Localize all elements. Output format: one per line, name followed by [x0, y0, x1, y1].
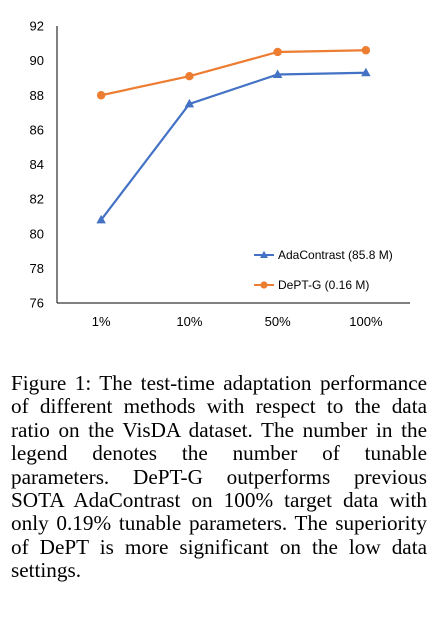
y-tick-label: 90 — [30, 53, 44, 68]
y-tick-label: 88 — [30, 88, 44, 103]
y-tick-label: 86 — [30, 122, 44, 137]
legend-marker — [260, 281, 268, 289]
y-tick-label: 82 — [30, 192, 44, 207]
y-tick-label: 80 — [30, 226, 44, 241]
data-point — [361, 46, 371, 55]
figure-caption: Figure 1: The test-time adaptation perfo… — [11, 371, 427, 583]
data-point — [361, 67, 371, 77]
data-point — [185, 72, 194, 81]
legend-label: DePT-G (0.16 M) — [278, 278, 369, 292]
series-line — [100, 49, 366, 97]
x-tick-label: 50% — [265, 314, 291, 329]
plot-frame — [56, 26, 410, 304]
x-tick-label: 100% — [349, 314, 383, 329]
y-tick-label: 76 — [30, 296, 44, 311]
y-tick-label: 78 — [30, 261, 44, 276]
data-point — [273, 47, 282, 57]
series-line — [100, 71, 366, 221]
legend-marker — [260, 250, 268, 258]
series-layer — [96, 46, 371, 224]
x-tick-label: 1% — [92, 314, 111, 329]
y-tick-label: 84 — [30, 157, 44, 172]
x-axis-ticks: 1% 10% 50% 100% — [92, 314, 383, 329]
data-point — [96, 214, 106, 224]
series-1 — [96, 67, 371, 224]
data-point — [272, 69, 283, 78]
data-point — [96, 91, 106, 100]
legend-item: DePT-G (0.16 M) — [254, 278, 369, 292]
series-2 — [96, 46, 371, 100]
y-tick-label: 92 — [30, 19, 44, 34]
y-axis-ticks: 76 78 80 82 84 86 88 90 92 — [30, 19, 44, 311]
x-tick-label: 10% — [176, 314, 202, 329]
legend-label: AdaContrast (85.8 M) — [278, 248, 393, 262]
legend-item: AdaContrast (85.8 M) — [254, 248, 393, 262]
legend: DePT-G (0.16 M) AdaContrast (85.8 M) — [254, 248, 393, 292]
line-chart: 76 78 80 82 84 86 88 90 92 1% 10% 50% 100% DePT-G (… — [30, 19, 410, 329]
data-point — [184, 98, 195, 108]
